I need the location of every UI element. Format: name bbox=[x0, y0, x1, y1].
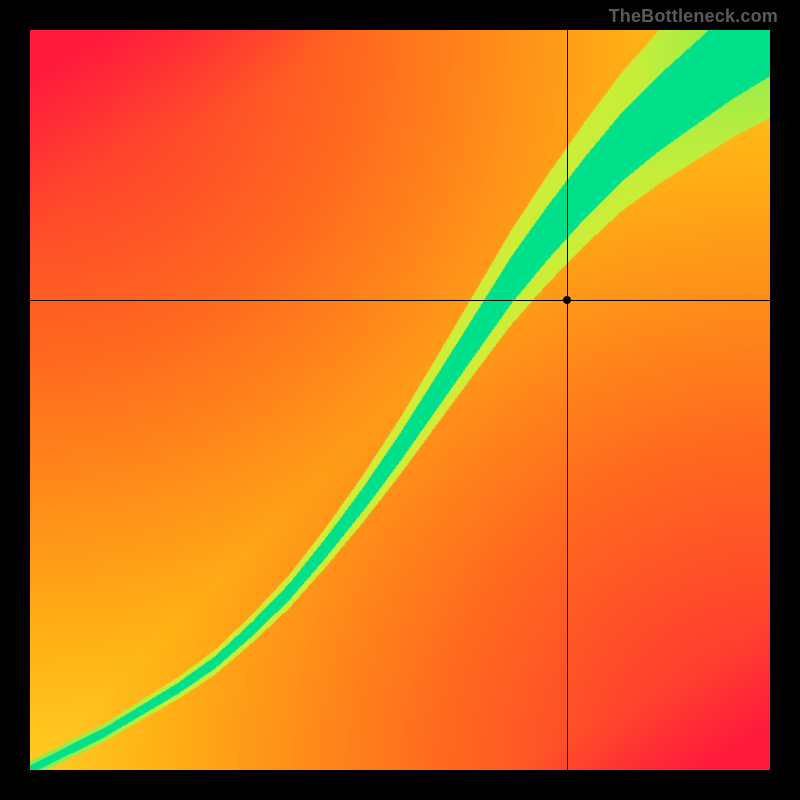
heatmap-area bbox=[30, 30, 770, 770]
marker-dot bbox=[563, 296, 571, 304]
heatmap-canvas bbox=[30, 30, 770, 770]
chart-container: TheBottleneck.com bbox=[0, 0, 800, 800]
watermark-text: TheBottleneck.com bbox=[609, 6, 778, 27]
crosshair-horizontal bbox=[30, 300, 770, 301]
crosshair-vertical bbox=[567, 30, 568, 770]
